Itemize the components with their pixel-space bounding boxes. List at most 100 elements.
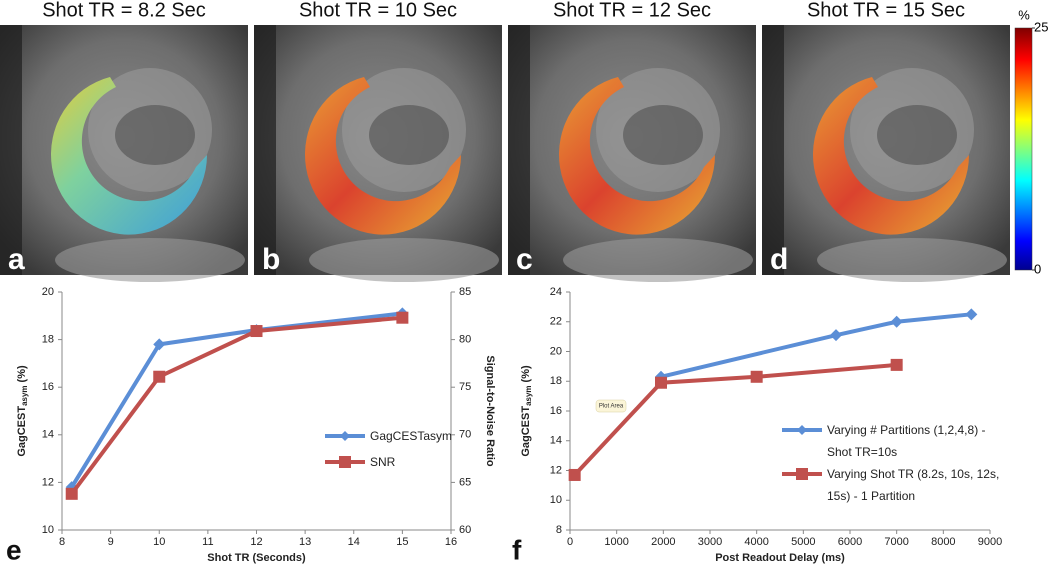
- y-tick-label: 20: [42, 286, 54, 298]
- x-tick-label: 14: [348, 536, 360, 548]
- colorbar-tick-label: 0: [1034, 261, 1041, 276]
- x-tick-label: 2000: [651, 536, 675, 548]
- legend-marker: [797, 425, 807, 435]
- legend-marker: [339, 456, 351, 468]
- x-axis-label: Post Readout Delay (ms): [715, 552, 845, 564]
- x-tick-label: 6000: [838, 536, 862, 548]
- bone-dark: [115, 105, 195, 165]
- data-point: [890, 358, 903, 371]
- y-label-main: GagCEST: [520, 406, 532, 457]
- data-point: [396, 311, 409, 324]
- panel-letter: c: [516, 243, 533, 276]
- y2-tick-label: 60: [459, 524, 471, 536]
- data-point: [655, 376, 667, 389]
- dark-edge: [0, 25, 22, 275]
- data-point: [153, 370, 166, 383]
- colorbar-tick-label: 25: [1034, 19, 1048, 34]
- y-tick-label: 14: [42, 429, 54, 441]
- lower-bone: [563, 238, 753, 282]
- lower-bone: [817, 238, 1007, 282]
- mri-image: b: [254, 25, 502, 282]
- bone-dark: [623, 105, 703, 165]
- y2-tick-label: 75: [459, 381, 471, 393]
- colorbar: [1014, 27, 1033, 271]
- y-tick-label: 8: [556, 524, 562, 536]
- legend-entry: GagCESTasym: [370, 429, 452, 443]
- legend-entry: Varying Shot TR (8.2s, 10s, 12s, 15s) - …: [827, 467, 1000, 503]
- series-line: [573, 362, 897, 477]
- y-label-unit: (%): [520, 365, 532, 382]
- legend-entry: Varying # Partitions (1,2,4,8) - Shot TR…: [827, 423, 986, 459]
- y-label-main: GagCEST: [16, 406, 28, 457]
- dark-edge: [254, 25, 276, 275]
- x-tick-label: 7000: [884, 536, 908, 548]
- annotation-box: [595, 399, 627, 413]
- legend-text: Varying # Partitions (1,2,4,8) - Shot TR…: [827, 423, 986, 459]
- x-tick-label: 4000: [744, 536, 768, 548]
- y-tick-label: 10: [42, 524, 54, 536]
- x-tick-label: 12: [250, 536, 262, 548]
- legend-marker: [340, 431, 350, 441]
- x-tick-label: 9: [108, 536, 114, 548]
- y-tick-label: 16: [42, 381, 54, 393]
- x-tick-label: 3000: [698, 536, 722, 548]
- panel-letter: b: [262, 243, 280, 276]
- panel-title: Shot TR = 12 Sec: [553, 0, 711, 21]
- y-tick-label: 10: [550, 494, 562, 506]
- cartilage-map: [559, 77, 715, 235]
- cartilage-map: [305, 77, 461, 235]
- legend-entry: SNR: [370, 455, 396, 469]
- data-point: [250, 325, 263, 338]
- y2-tick-label: 65: [459, 476, 471, 488]
- y2-tick-label: 70: [459, 429, 471, 441]
- y-tick-label: 12: [42, 476, 54, 488]
- y-tick-label: 18: [550, 375, 562, 387]
- data-point: [65, 487, 78, 500]
- x-tick-label: 0: [567, 536, 573, 548]
- panel-letter: e: [6, 534, 22, 565]
- legend-text: Varying Shot TR (8.2s, 10s, 12s, 15s) - …: [827, 467, 1000, 503]
- legend-marker: [796, 468, 808, 480]
- x-tick-label: 13: [299, 536, 311, 548]
- x-axis-label: Shot TR (Seconds): [207, 552, 306, 564]
- y2-axis-label: Signal-to-Noise Ratio: [484, 355, 496, 467]
- y-label-sub: asym: [20, 385, 29, 405]
- y-tick-label: 22: [550, 316, 562, 328]
- y-tick-label: 18: [42, 334, 54, 346]
- series-line: [70, 315, 403, 496]
- panel-title: Shot TR = 15 Sec: [807, 0, 965, 21]
- bone-dark: [877, 105, 957, 165]
- y-axis-label: GagCESTasym (%): [520, 365, 533, 457]
- colorbar-label: %: [1018, 7, 1030, 22]
- y-label-sub: asym: [524, 385, 533, 405]
- y-tick-label: 20: [550, 345, 562, 357]
- bone-dark: [369, 105, 449, 165]
- cartilage-map: [813, 77, 969, 235]
- series-line: [70, 311, 403, 489]
- y-tick-label: 16: [550, 405, 562, 417]
- panel-letter: d: [770, 243, 788, 276]
- lower-bone: [309, 238, 499, 282]
- data-point: [965, 308, 978, 321]
- y2-tick-label: 80: [459, 334, 471, 346]
- panel-title: Shot TR = 10 Sec: [299, 0, 457, 21]
- x-tick-label: 16: [445, 536, 457, 548]
- y-tick-label: 14: [550, 435, 562, 447]
- x-tick-label: 8: [59, 536, 65, 548]
- x-tick-label: 1000: [604, 536, 628, 548]
- panel-letter: a: [8, 243, 25, 276]
- series-line: [660, 312, 972, 379]
- data-point: [568, 468, 581, 481]
- lower-bone: [55, 238, 245, 282]
- panel-letter: f: [512, 534, 522, 565]
- mri-image: c: [508, 25, 756, 282]
- dark-edge: [508, 25, 530, 275]
- x-tick-label: 15: [396, 536, 408, 548]
- y-axis-label: GagCESTasym (%): [16, 365, 29, 457]
- data-point: [750, 370, 763, 383]
- legend-text: SNR: [370, 455, 396, 469]
- cartilage-map: [51, 77, 208, 235]
- mri-image: d: [762, 25, 1010, 282]
- x-tick-label: 5000: [791, 536, 815, 548]
